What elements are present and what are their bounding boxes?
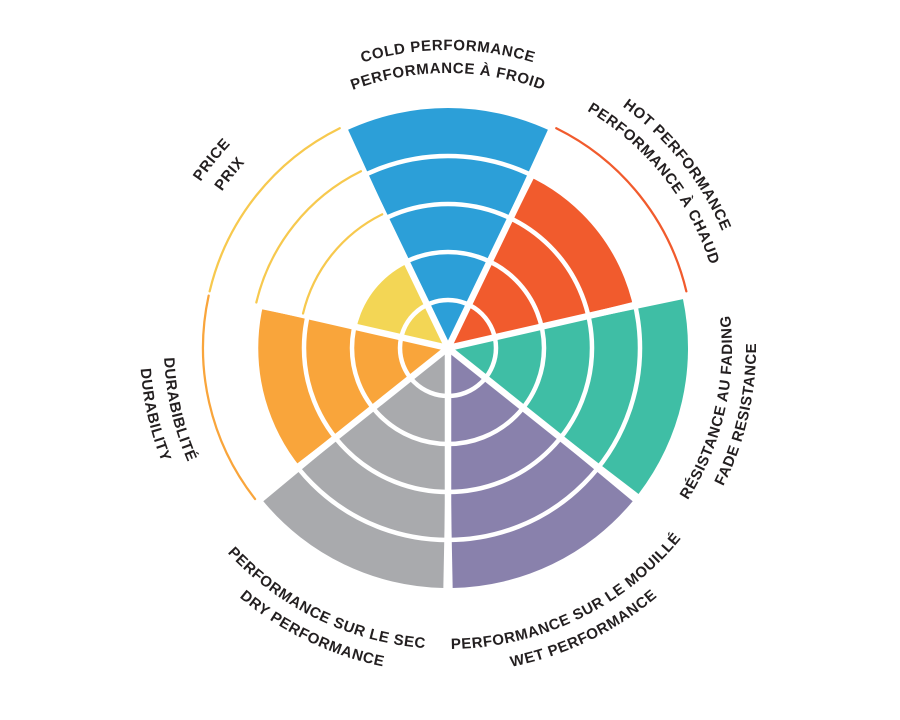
sector-label-hot-performance-line0: HOT PERFORMANCE bbox=[620, 96, 734, 233]
ring-outline-durability-5 bbox=[201, 294, 257, 501]
sector-label-cold-performance-line1: PERFORMANCE À FROID bbox=[348, 60, 547, 94]
sector-label-text: PERFORMANCE À FROID bbox=[348, 60, 547, 94]
ring-outline-price-4 bbox=[255, 170, 363, 304]
sector-gap-line-5 bbox=[250, 345, 451, 507]
sector-gap-line-1 bbox=[445, 121, 560, 350]
sector-fill-dry-performance bbox=[263, 348, 448, 588]
sector-fill-cold-performance bbox=[348, 107, 548, 348]
sector-gap-line-2 bbox=[447, 289, 693, 352]
sector-gap-line-6 bbox=[203, 289, 449, 352]
ring-outline-price-3 bbox=[301, 213, 384, 315]
sector-fill-fade-resistance bbox=[448, 299, 689, 494]
ring-outline-hot-performance-5 bbox=[555, 127, 688, 293]
sector-fill-wet-performance bbox=[448, 348, 633, 588]
sector-label-text: HOT PERFORMANCE bbox=[620, 96, 734, 233]
sector-gap-line-0 bbox=[336, 121, 451, 350]
sector-gap-line-3 bbox=[445, 345, 646, 507]
ring-outline-price-5 bbox=[208, 127, 341, 293]
